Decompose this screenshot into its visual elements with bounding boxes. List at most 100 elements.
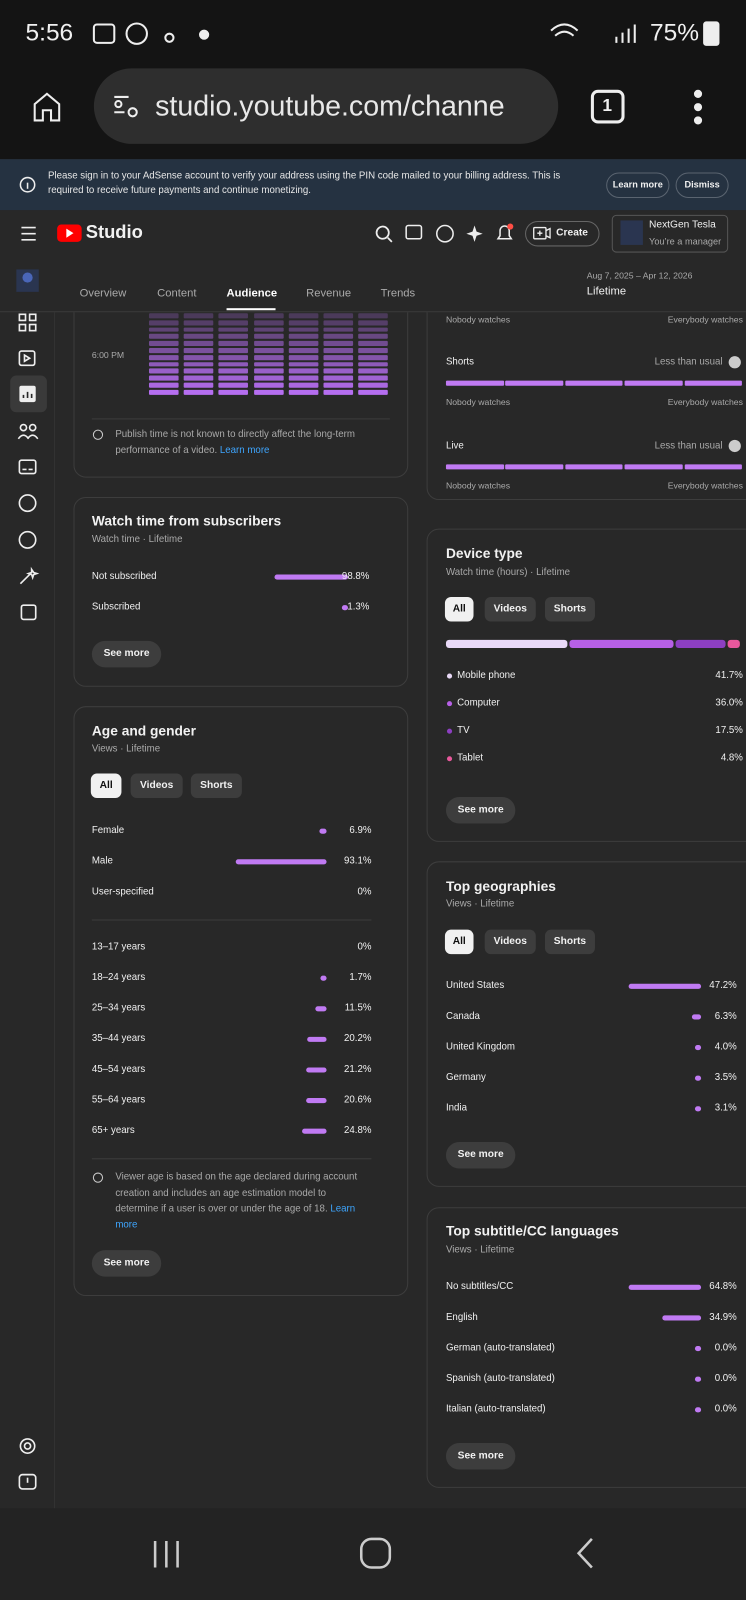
heatmap-cell — [323, 313, 354, 319]
row-value: 0% — [357, 886, 372, 898]
row-value: 1.3% — [347, 601, 370, 613]
filter-chip-label[interactable]: Videos — [493, 603, 527, 615]
row-label: Not subscribed — [91, 570, 157, 582]
filter-chip — [90, 773, 122, 799]
heatmap-cell — [183, 382, 214, 388]
row-label: No subtitles/CC — [445, 1281, 514, 1293]
scale-segment — [624, 380, 683, 386]
heatmap-cell — [288, 368, 319, 374]
url-pill[interactable] — [93, 68, 559, 144]
row-value: 34.9% — [709, 1311, 737, 1323]
dismiss[interactable]: Dismiss — [684, 179, 720, 190]
row-label: 13–17 years — [91, 941, 146, 953]
learn-more-link[interactable]: Learn more — [219, 444, 270, 456]
heatmap-cell — [358, 320, 388, 326]
tab-switcher[interactable] — [590, 89, 625, 124]
card — [426, 1207, 746, 1488]
card-title: Top subtitle/CC languages — [445, 1223, 619, 1239]
see-more[interactable]: See more — [103, 648, 150, 660]
create[interactable]: Create — [556, 227, 588, 239]
legend-dot — [446, 755, 453, 761]
heatmap-cell — [183, 313, 214, 319]
status-icon — [728, 439, 741, 453]
tab[interactable]: Revenue — [306, 287, 352, 300]
filter-chip-label[interactable]: Shorts — [200, 779, 233, 791]
scale-segment — [445, 380, 504, 386]
filter-chip-label[interactable]: Shorts — [553, 935, 587, 948]
row-label: Canada — [445, 1010, 480, 1022]
card-title: Age and gender — [91, 723, 196, 739]
heatmap-cell — [183, 361, 214, 367]
row-label: Germany — [445, 1071, 486, 1084]
heatmap-cell — [218, 341, 249, 346]
row-value: 6.3% — [714, 1010, 737, 1022]
format-status: Less than usual — [654, 440, 723, 452]
device-segment — [675, 639, 726, 649]
heatmap-cell — [183, 327, 214, 333]
scale-segment — [505, 380, 564, 386]
heatmap-cell — [148, 382, 179, 388]
filter-chip-label[interactable]: Videos — [493, 935, 527, 948]
format-status: Less than usual — [654, 356, 723, 368]
bar — [274, 574, 348, 580]
row-value: 24.8% — [343, 1124, 372, 1137]
tab[interactable]: Content — [157, 287, 197, 300]
see-more-btn — [445, 1141, 516, 1169]
legend-dot — [446, 700, 453, 706]
row-value: 17.5% — [715, 724, 743, 737]
scale-segment — [624, 464, 683, 470]
card-subtitle: Views · Lifetime — [445, 898, 515, 910]
row-value: 11.5% — [344, 1002, 372, 1014]
filter-chip-label[interactable]: All — [99, 779, 113, 791]
device-segment — [727, 639, 740, 649]
heatmap-cell — [253, 334, 284, 339]
heatmap-cell — [183, 320, 214, 326]
row-value: 21.2% — [343, 1063, 372, 1075]
tab[interactable]: Trends — [380, 287, 416, 300]
heatmap-cell — [148, 361, 179, 367]
heatmap-cell — [253, 347, 284, 353]
row-value: 3.1% — [714, 1102, 737, 1114]
heatmap-cell — [358, 368, 388, 374]
row-label: Italian (auto-translated) — [445, 1403, 546, 1415]
tab[interactable]: Audience — [226, 287, 278, 300]
heatmap-cell — [358, 382, 388, 388]
row-label: Spanish (auto-translated) — [445, 1372, 555, 1385]
tab[interactable]: Overview — [79, 287, 127, 300]
filter-chip-label[interactable]: Videos — [140, 779, 174, 791]
heatmap-cell — [323, 382, 354, 388]
see-more[interactable]: See more — [103, 1257, 150, 1269]
heatmap-cell — [218, 375, 249, 381]
heatmap-cell — [183, 389, 214, 395]
row-label: India — [445, 1102, 467, 1114]
heatmap-cell — [148, 368, 179, 374]
url[interactable]: studio.youtube.com/channe — [155, 90, 505, 122]
scale-high: Everybody watches — [667, 314, 743, 325]
see-more[interactable]: See more — [457, 804, 504, 816]
banner-bg — [0, 159, 746, 211]
scale-low: Nobody watches — [445, 314, 511, 325]
heatmap-cell — [183, 334, 214, 339]
learn-more[interactable]: Learn more — [612, 179, 663, 190]
heatmap-cell — [253, 341, 284, 346]
bar — [694, 1376, 702, 1382]
row-label: United States — [445, 979, 505, 992]
heatmap-cell — [218, 320, 249, 326]
format-label: Live — [445, 440, 464, 452]
heatmap-cell — [323, 361, 354, 367]
heatmap-cell — [288, 341, 319, 346]
see-more[interactable]: See more — [457, 1450, 504, 1462]
see-more[interactable]: See more — [457, 1149, 504, 1161]
date-range: Aug 7, 2025 – Apr 12, 2026 — [586, 270, 693, 281]
bar — [319, 828, 327, 834]
heatmap-cell — [253, 389, 284, 395]
filter-chip-label[interactable]: All — [452, 603, 466, 615]
date-period[interactable]: Lifetime — [586, 285, 627, 298]
learn-more-link[interactable]: Learn more — [115, 1203, 356, 1231]
filter-chip-label[interactable]: Shorts — [553, 603, 587, 615]
card-title: Device type — [445, 545, 523, 562]
heatmap-cell — [218, 354, 249, 360]
heatmap-cell — [148, 375, 179, 381]
filter-chip-label[interactable]: All — [452, 935, 466, 948]
heatmap-cell — [183, 368, 214, 374]
